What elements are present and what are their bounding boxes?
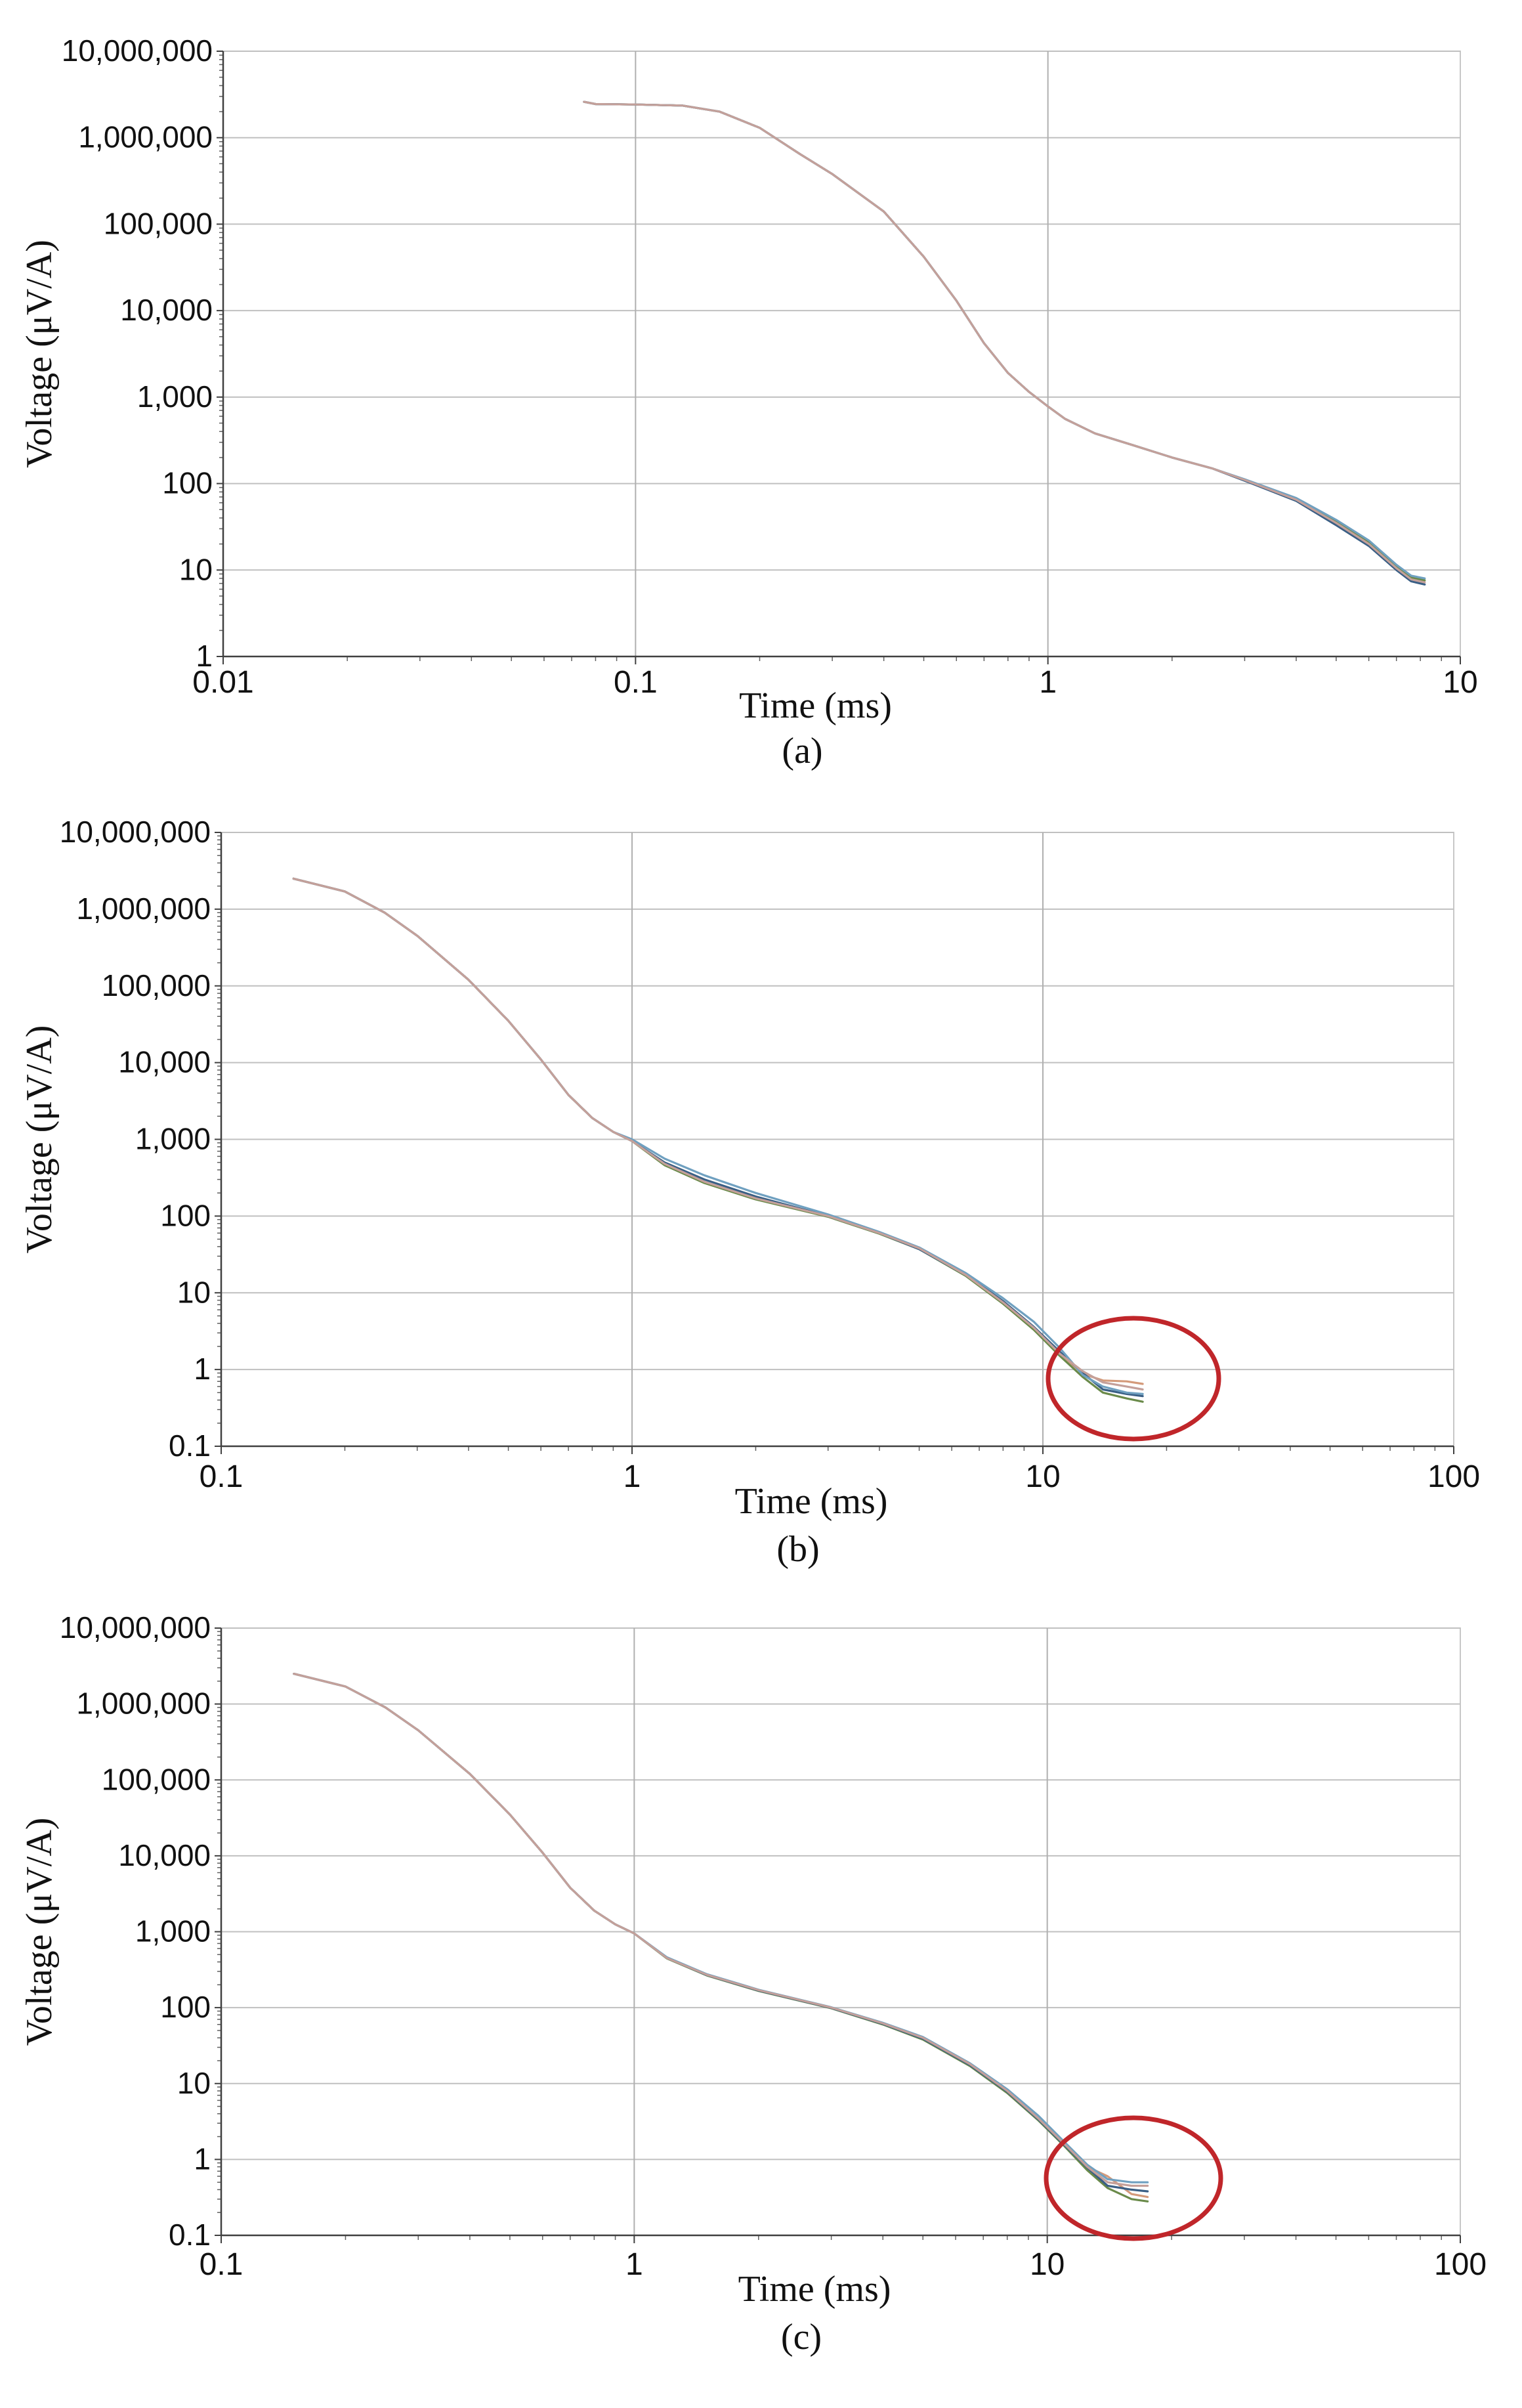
chart-panel-2: 0.1 1 10 100 1,000 10,000 100,000 1,000,000 10,0… bbox=[19, 815, 1480, 1570]
y-tick-label: 100,000 bbox=[104, 206, 213, 240]
x-tick-label: 100 bbox=[1434, 2247, 1487, 2282]
x-tick-label: 100 bbox=[1427, 1459, 1480, 1494]
x-tick-label: 0.1 bbox=[200, 2247, 243, 2282]
y-axis-title: Voltage (μV/A) bbox=[19, 1025, 60, 1254]
x-tick-label: 0.1 bbox=[614, 665, 658, 700]
y-tick-label: 10,000 bbox=[118, 1838, 211, 1872]
series-line-4 bbox=[292, 877, 1144, 1403]
y-tick-label: 1,000,000 bbox=[76, 892, 211, 926]
y-tick-label: 100 bbox=[162, 466, 213, 500]
series-line-5 bbox=[293, 1673, 1149, 2199]
y-tick-label: 0.1 bbox=[169, 2218, 211, 2252]
y-tick-label: 10,000,000 bbox=[60, 815, 211, 849]
y-tick-label: 100 bbox=[160, 1198, 211, 1232]
series-line-2 bbox=[292, 877, 1144, 1395]
y-tick-label: 0.1 bbox=[169, 1429, 211, 1463]
y-tick-label: 10,000 bbox=[120, 293, 213, 327]
y-tick-label: 1,000,000 bbox=[76, 1687, 211, 1721]
y-tick-label: 1,000 bbox=[135, 1914, 211, 1948]
series-line-2 bbox=[583, 100, 1426, 580]
annotation-circle bbox=[1044, 2115, 1223, 2241]
x-tick-label: 10 bbox=[1443, 665, 1477, 700]
series-line-3 bbox=[583, 100, 1426, 586]
y-tick-label: 10 bbox=[179, 552, 213, 586]
y-axis-title: Voltage (μV/A) bbox=[19, 240, 60, 468]
x-tick-label: 0.01 bbox=[192, 665, 253, 700]
x-tick-label: 10 bbox=[1030, 2247, 1065, 2282]
y-tick-label: 100,000 bbox=[102, 1762, 211, 1796]
panel-caption: (a) bbox=[782, 731, 822, 771]
y-tick-label: 1 bbox=[196, 639, 213, 673]
y-tick-label: 10,000,000 bbox=[62, 33, 213, 68]
series-line-1 bbox=[583, 100, 1426, 584]
series-line-3 bbox=[293, 1673, 1149, 2193]
y-tick-label: 1 bbox=[194, 2141, 211, 2176]
y-tick-label: 100 bbox=[160, 1990, 211, 2024]
y-tick-label: 10,000 bbox=[118, 1045, 211, 1079]
x-tick-label: 1 bbox=[1039, 665, 1057, 700]
annotation-circle bbox=[1046, 1316, 1221, 1442]
y-tick-label: 1,000,000 bbox=[78, 120, 213, 154]
x-axis-title: Time (ms) bbox=[735, 1481, 888, 1522]
x-axis-title: Time (ms) bbox=[739, 685, 892, 726]
chart-panel-1: 1 10 100 1,000 10,000 100,000 1,000,000 10,000,… bbox=[19, 33, 1478, 771]
x-tick-label: 1 bbox=[625, 2247, 643, 2282]
y-tick-label: 1,000 bbox=[137, 379, 213, 414]
panel-caption: (c) bbox=[781, 2317, 822, 2357]
x-tick-label: 10 bbox=[1025, 1459, 1060, 1494]
y-tick-label: 10,000,000 bbox=[60, 1610, 211, 1645]
chart-panel-3: 0.1 1 10 100 1,000 10,000 100,000 1,000,000 10,0… bbox=[19, 1610, 1487, 2357]
y-axis-title: Voltage (μV/A) bbox=[19, 1818, 60, 2046]
y-tick-label: 100,000 bbox=[102, 968, 211, 1002]
y-tick-label: 1 bbox=[194, 1352, 211, 1386]
x-axis-title: Time (ms) bbox=[738, 2269, 891, 2310]
series-line-2 bbox=[293, 1673, 1149, 2183]
y-tick-label: 1,000 bbox=[135, 1122, 211, 1156]
series-line-4 bbox=[583, 100, 1426, 582]
panel-caption: (b) bbox=[776, 1529, 819, 1570]
x-tick-label: 0.1 bbox=[200, 1459, 243, 1494]
series-line-3 bbox=[292, 877, 1144, 1398]
y-tick-label: 10 bbox=[177, 1275, 211, 1309]
series-line-4 bbox=[293, 1673, 1149, 2203]
x-tick-label: 1 bbox=[624, 1459, 641, 1494]
series-line-1 bbox=[292, 877, 1144, 1391]
plot-frame bbox=[222, 51, 1461, 657]
series-line-1 bbox=[293, 1673, 1149, 2187]
y-tick-label: 10 bbox=[177, 2066, 211, 2100]
